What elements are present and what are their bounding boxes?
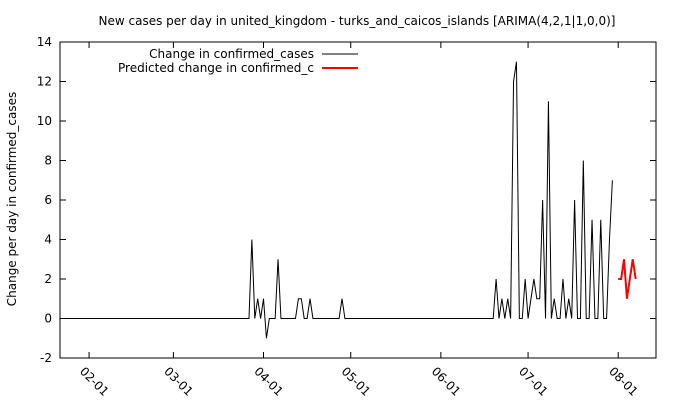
y-tick-label: 14 — [37, 35, 52, 49]
y-tick-label: 0 — [44, 312, 52, 326]
y-tick-label: -2 — [40, 351, 52, 365]
x-tick-label: 03-01 — [161, 364, 196, 399]
legend-label: Change in confirmed_cases — [149, 47, 314, 61]
x-tick-label: 08-01 — [606, 364, 641, 399]
x-tick-label: 07-01 — [516, 364, 551, 399]
y-tick-label: 12 — [37, 75, 52, 89]
series-actual-line — [60, 61, 613, 339]
y-tick-label: 2 — [44, 272, 52, 286]
y-tick-label: 4 — [44, 233, 52, 247]
y-axis-label: Change per day in confirmed_cases — [5, 92, 19, 307]
y-tick-label: 8 — [44, 154, 52, 168]
y-tick-label: 6 — [44, 193, 52, 207]
legend-label: Predicted change in confirmed_c — [118, 61, 314, 75]
x-tick-label: 02-01 — [77, 364, 112, 399]
x-tick-label: 06-01 — [429, 364, 464, 399]
chart-title: New cases per day in united_kingdom - tu… — [99, 14, 616, 28]
series-predicted-line — [618, 259, 637, 299]
x-tick-label: 05-01 — [339, 364, 374, 399]
y-tick-label: 10 — [37, 114, 52, 128]
x-tick-label: 04-01 — [251, 364, 286, 399]
